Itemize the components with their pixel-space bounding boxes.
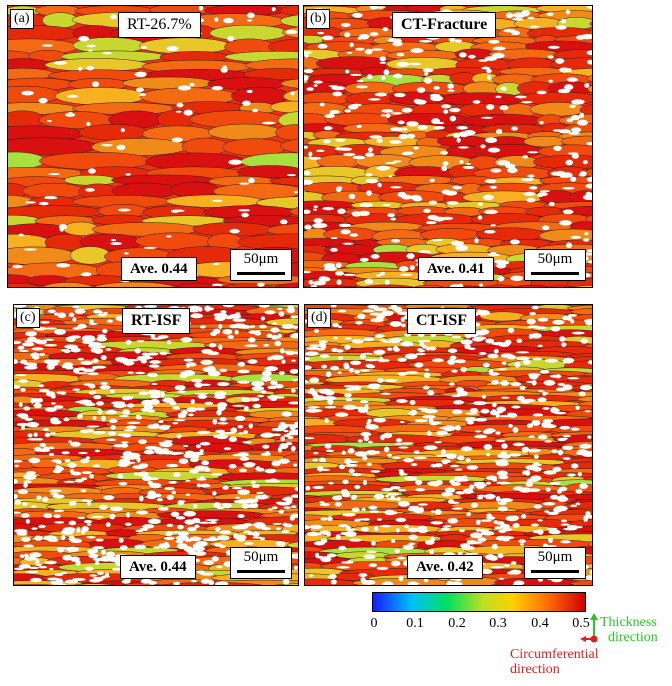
- scale-bar-line-d: [531, 570, 579, 573]
- panel-title-d: CT-ISF: [407, 308, 476, 334]
- circumferential-label-line2: direction: [510, 662, 560, 677]
- direction-axes-icon: [580, 613, 598, 643]
- ebsd-map-b: [304, 6, 592, 287]
- panel-title-b: CT-Fracture: [392, 12, 497, 38]
- panel-title-a: RT-26.7%: [118, 12, 201, 38]
- color-scale-bar: [372, 592, 586, 612]
- circumferential-direction-label: Circumferential direction: [510, 647, 599, 677]
- scale-bar-line-a: [237, 272, 285, 275]
- colorbar-tick: 0.1: [406, 616, 424, 631]
- scale-bar-d: 50μm: [524, 547, 586, 579]
- scale-bar-a: 50μm: [230, 249, 292, 281]
- panel-label-b: (b): [306, 9, 331, 29]
- average-value-b: Ave. 0.41: [418, 257, 494, 281]
- scale-bar-line-c: [237, 570, 285, 573]
- thickness-direction-label: Thickness direction: [600, 615, 658, 645]
- ebsd-map-panel-a: (a) RT-26.7% Ave. 0.44 50μm: [7, 5, 299, 288]
- panel-title-c: RT-ISF: [122, 308, 191, 334]
- ebsd-map-d: [305, 305, 592, 585]
- ebsd-map-panel-c: (c) RT-ISF Ave. 0.44 50μm: [13, 304, 299, 586]
- panel-label-a: (a): [10, 9, 34, 29]
- circumferential-label-line1: Circumferential: [510, 647, 599, 662]
- scale-bar-label-c: 50μm: [243, 549, 279, 565]
- scale-bar-c: 50μm: [230, 547, 292, 579]
- scale-bar-label-d: 50μm: [537, 549, 573, 565]
- ebsd-map-a: [8, 6, 298, 287]
- colorbar-tick: 0: [370, 616, 378, 631]
- colorbar-tick: 0.3: [489, 616, 507, 631]
- panel-label-d: (d): [307, 308, 332, 328]
- colorbar-tick: 0.4: [531, 616, 549, 631]
- ebsd-map-c: [14, 305, 298, 585]
- ebsd-map-panel-d: (d) CT-ISF Ave. 0.42 50μm: [304, 304, 593, 586]
- scale-bar-label-b: 50μm: [537, 251, 573, 267]
- average-value-a: Ave. 0.44: [121, 257, 197, 281]
- average-value-c: Ave. 0.44: [120, 555, 196, 579]
- average-value-d: Ave. 0.42: [407, 555, 483, 579]
- colorbar-tick: 0.5: [572, 616, 590, 631]
- scale-bar-b: 50μm: [524, 249, 586, 281]
- scale-bar-label-a: 50μm: [243, 251, 279, 267]
- panel-label-c: (c): [16, 308, 40, 328]
- colorbar-tick: 0.2: [448, 616, 466, 631]
- thickness-label-line1: Thickness: [600, 615, 657, 630]
- scale-bar-line-b: [531, 272, 579, 275]
- ebsd-map-panel-b: (b) CT-Fracture Ave. 0.41 50μm: [303, 5, 593, 288]
- thickness-label-line2: direction: [608, 630, 658, 645]
